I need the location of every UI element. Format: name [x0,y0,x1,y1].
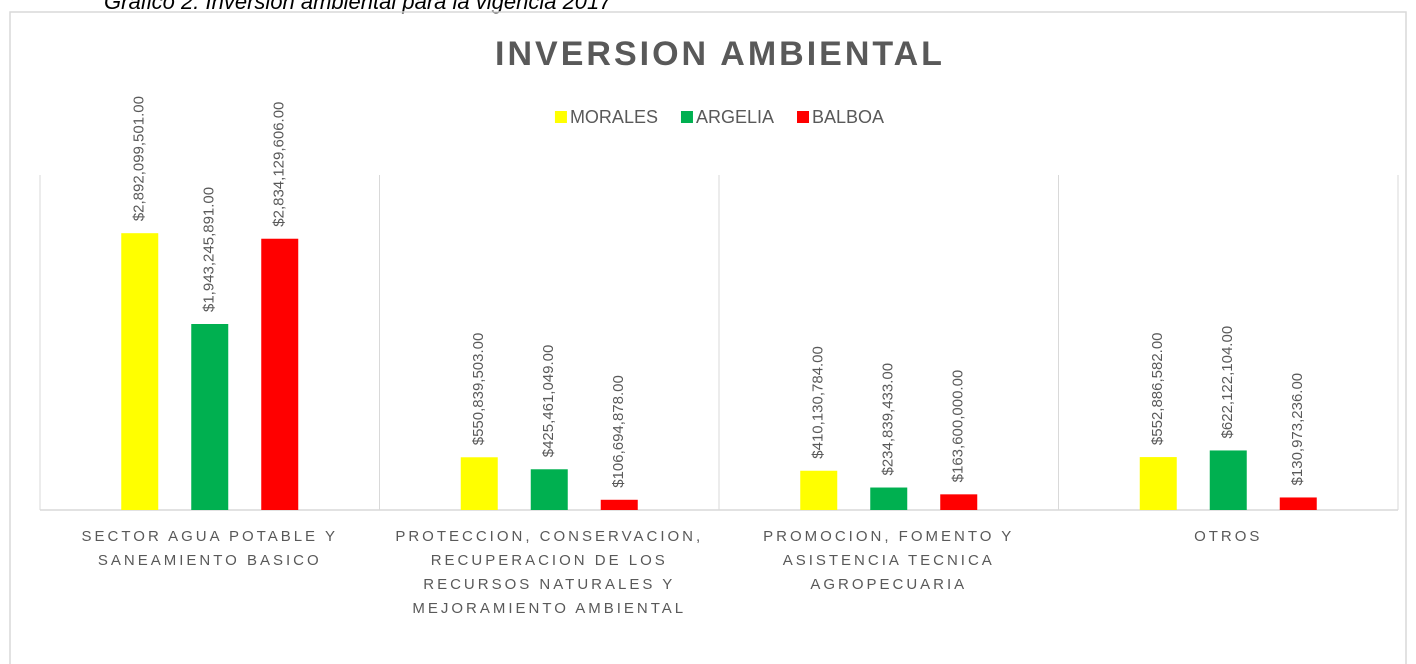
value-label: $550,839,503.00 [470,333,487,446]
value-label: $2,834,129,606.00 [271,102,288,227]
value-label: $2,892,099,501.00 [131,96,148,221]
chart-title: INVERSION AMBIENTAL [495,35,945,73]
legend-label: BALBOA [812,107,884,127]
value-label: $1,943,245,891.00 [201,187,218,312]
value-label: $130,973,236.00 [1289,373,1306,486]
x-tick-label: PROMOCION, FOMENTO Y ASISTENCIA TECNICA … [763,528,1015,593]
bar [530,469,568,510]
bar [870,487,908,510]
caption: Gráfico 2. Inversión ambiental para la v… [104,0,612,14]
value-label: $106,694,878.00 [610,375,627,488]
value-label: $234,839,433.00 [880,363,897,476]
bar [121,233,159,511]
x-tick-label: SECTOR AGUA POTABLE Y SANEAMIENTO BASICO [81,528,338,569]
value-label: $163,600,000.00 [950,370,967,483]
legend-label: ARGELIA [696,107,774,127]
value-label: $552,886,582.00 [1149,332,1166,445]
value-label: $410,130,784.00 [810,346,827,459]
legend-swatch [797,111,810,123]
bar [191,324,229,510]
legend-swatch [554,111,567,123]
legend-swatch [680,111,693,123]
legend-label: MORALES [570,107,658,127]
bar [940,494,978,510]
value-label: $425,461,049.00 [540,345,557,458]
bar [261,238,299,510]
bar [460,457,498,510]
bar [600,499,638,510]
bar [1139,457,1177,510]
bar [1279,497,1317,510]
bar [800,470,838,510]
chart-border [9,11,1407,664]
value-label: $622,122,104.00 [1219,326,1236,439]
bar [1209,450,1247,510]
x-tick-label: OTROS [1194,528,1263,545]
x-tick-label: PROTECCION, CONSERVACION, RECUPERACION D… [395,528,704,617]
